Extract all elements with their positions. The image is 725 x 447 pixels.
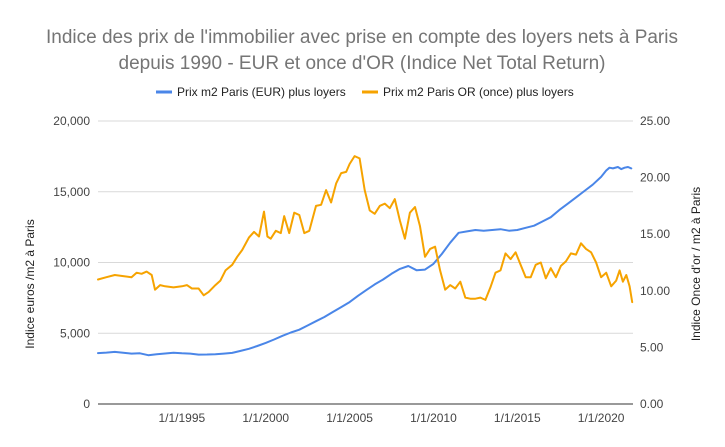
right-tick-label: 20.00	[640, 171, 670, 185]
right-tick-label: 15.00	[640, 227, 670, 241]
left-tick-label: 15,000	[53, 185, 90, 199]
right-tick-label: 0.00	[640, 397, 664, 411]
gridlines	[98, 120, 633, 334]
left-tick-label: 5,000	[60, 326, 90, 340]
x-tick-label: 1/1/2005	[326, 411, 373, 425]
left-axis-ticks: 0 5,000 10,000 15,000 20,000	[53, 114, 90, 411]
legend-label-eur: Prix m2 Paris (EUR) plus loyers	[177, 85, 346, 99]
legend-label-gold: Prix m2 Paris OR (once) plus loyers	[383, 85, 574, 99]
right-tick-label: 25.00	[640, 114, 670, 128]
left-tick-label: 10,000	[53, 256, 90, 270]
series-line-gold	[97, 155, 634, 304]
right-axis-ticks: 0.00 5.00 10.00 15.00 20.00 25.00	[640, 114, 670, 411]
x-tick-label: 1/1/2000	[242, 411, 289, 425]
x-tick-label: 1/1/2015	[494, 411, 541, 425]
legend: Prix m2 Paris (EUR) plus loyers Prix m2 …	[156, 85, 574, 99]
right-tick-label: 5.00	[640, 340, 664, 354]
x-tick-label: 1/1/1995	[158, 411, 205, 425]
x-tick-label: 1/1/2010	[410, 411, 457, 425]
left-tick-label: 0	[83, 397, 90, 411]
right-axis-title: Indice Once d'or / m2 à Paris	[689, 187, 703, 341]
chart-title-line1: Indice des prix de l'immobilier avec pri…	[46, 27, 678, 48]
left-tick-label: 20,000	[53, 114, 90, 128]
series-lines	[97, 155, 634, 357]
chart-title-line2: depuis 1990 - EUR et once d'OR (Indice N…	[119, 53, 606, 74]
series-line-eur	[97, 166, 633, 357]
x-axis-ticks: 1/1/1995 1/1/2000 1/1/2005 1/1/2010 1/1/2015…	[158, 411, 624, 425]
right-tick-label: 10.00	[640, 284, 670, 298]
left-axis-title: Indice euros /m2 à Paris	[23, 219, 37, 348]
x-tick-label: 1/1/2020	[578, 411, 625, 425]
